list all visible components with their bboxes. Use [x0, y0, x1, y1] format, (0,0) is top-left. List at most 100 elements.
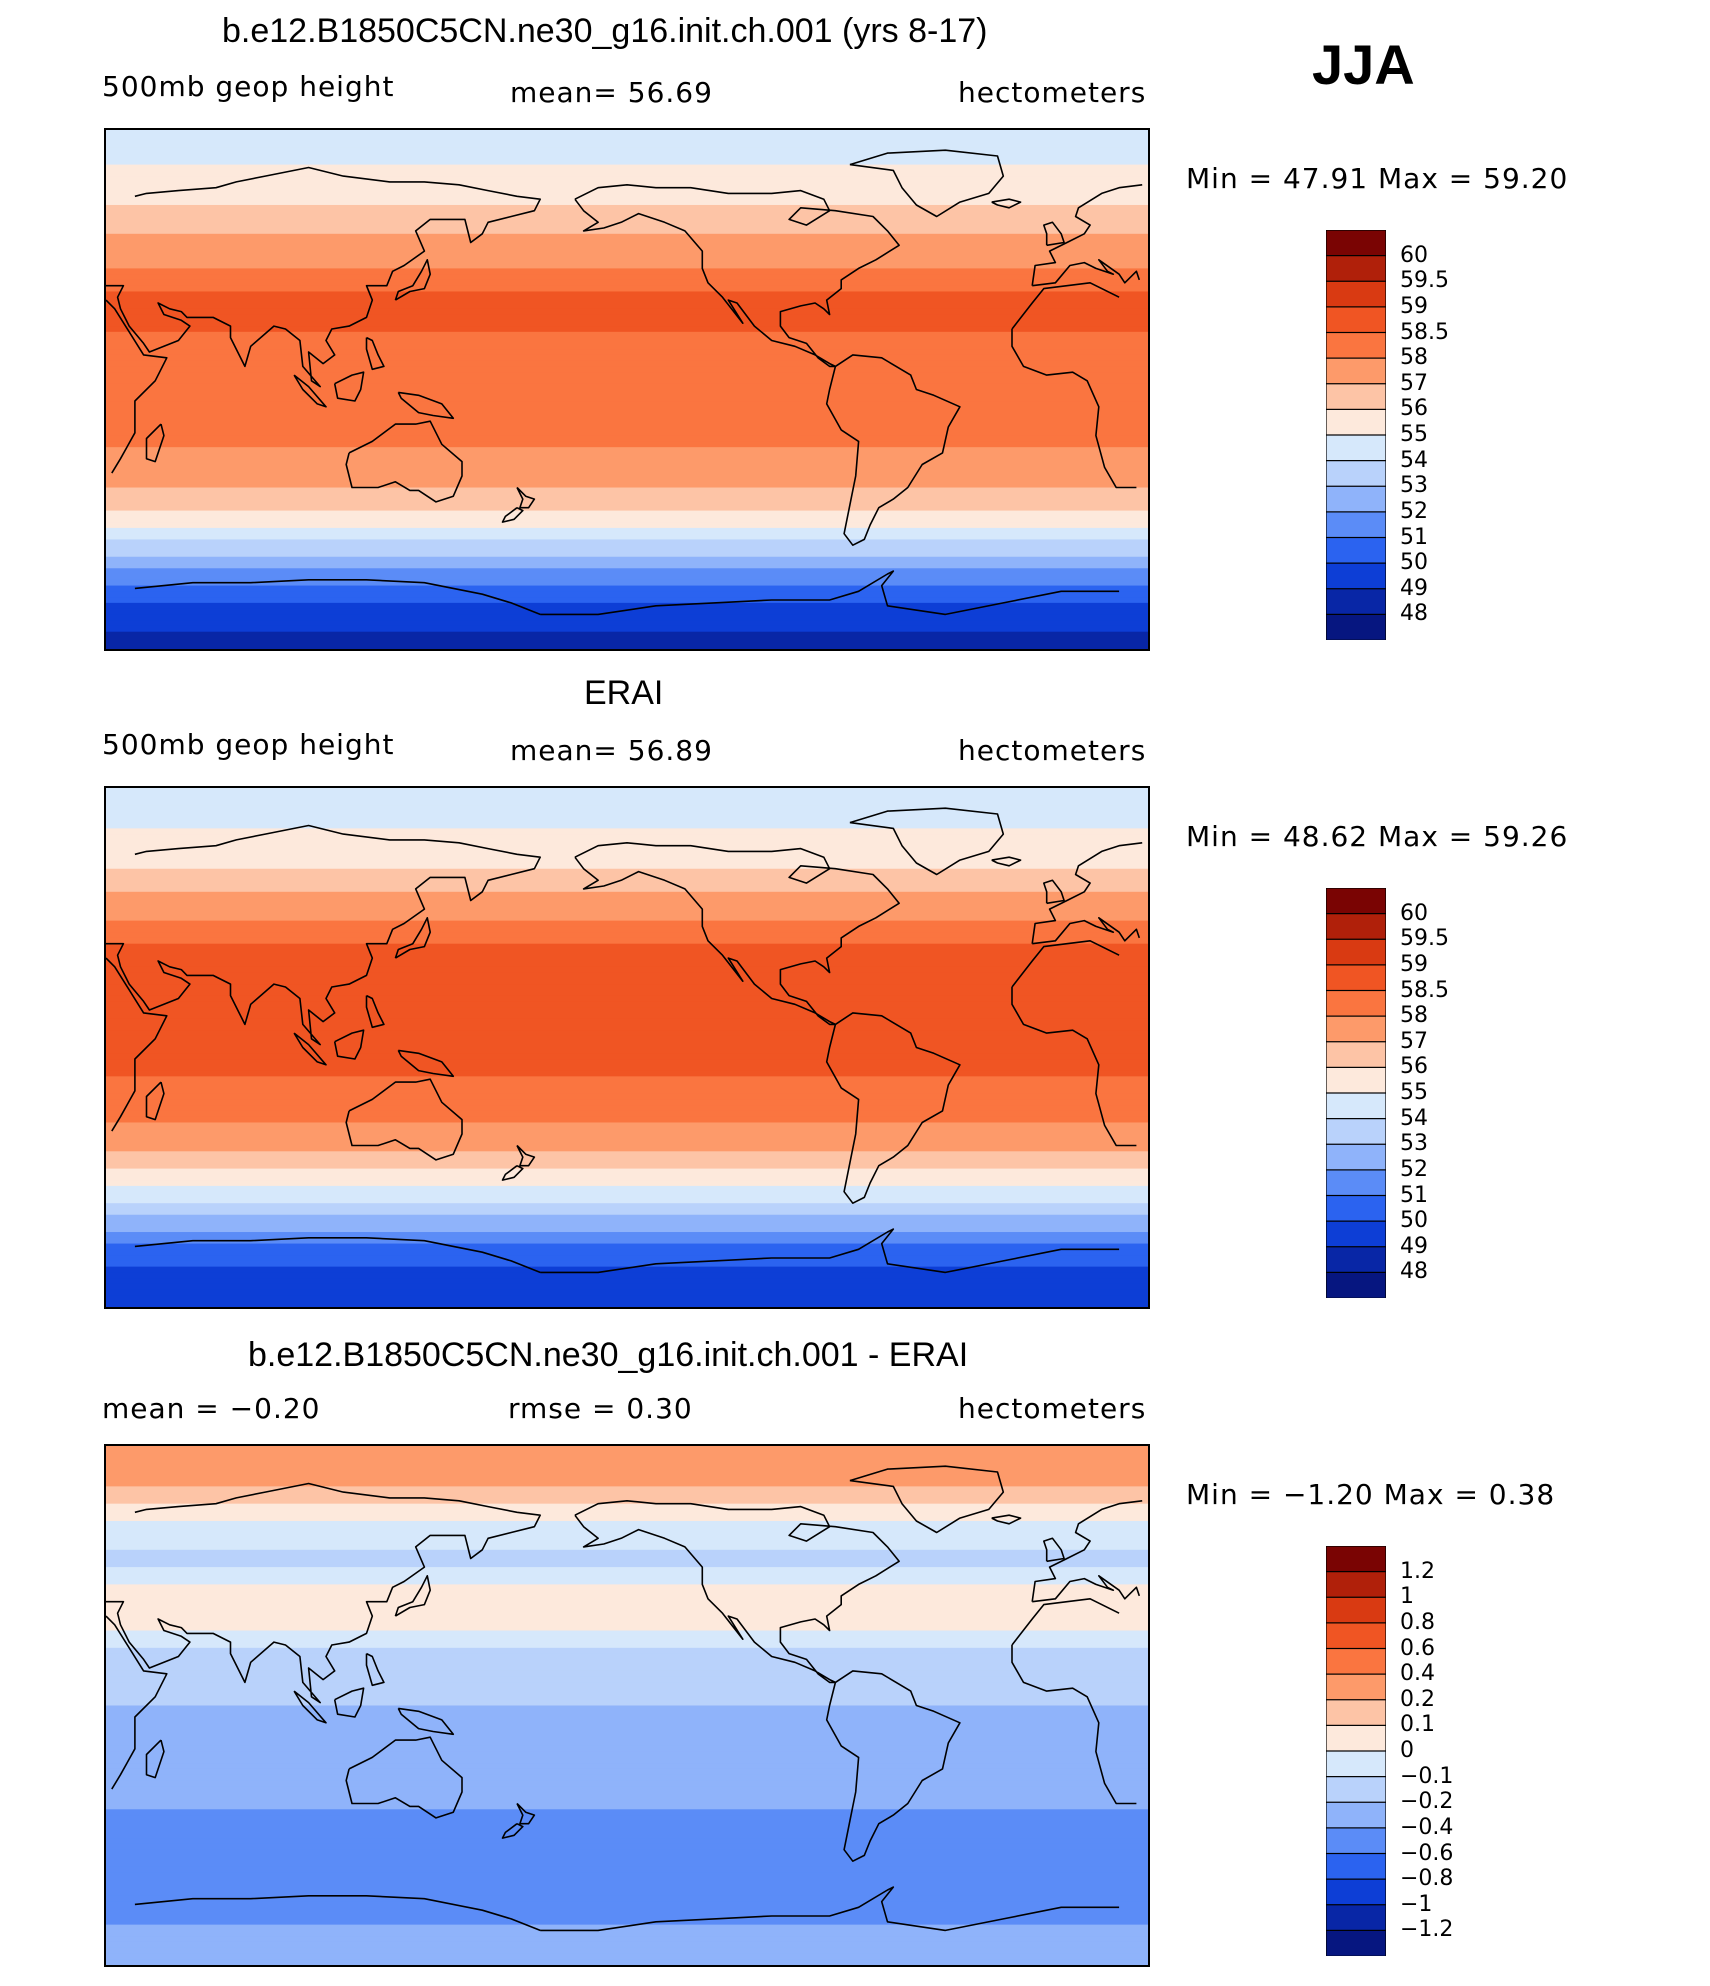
contour-band	[106, 158, 1148, 166]
contour-band	[106, 435, 1148, 442]
coastline	[1043, 879, 1065, 905]
coastline	[397, 1049, 455, 1078]
colorbar-swatch	[1326, 588, 1386, 616]
colorbar-tick-label: 0.4	[1400, 1661, 1435, 1687]
coastline	[825, 354, 961, 546]
contour-band	[106, 303, 1148, 310]
colorbar-swatch	[1326, 1066, 1386, 1094]
colorbar-swatch	[1326, 434, 1386, 462]
coastline	[574, 842, 900, 1026]
contour-band	[106, 562, 1148, 569]
coastline	[849, 149, 1005, 218]
contour-band	[106, 1018, 1148, 1026]
colorbar-tick-label: 59.5	[1400, 268, 1449, 294]
contour-band	[106, 1653, 1148, 1660]
contour-band	[106, 1665, 1148, 1672]
contour-band	[106, 1659, 1148, 1666]
contour-band	[106, 1878, 1148, 1885]
contour-band	[106, 1624, 1148, 1632]
contour-band	[106, 360, 1148, 368]
coastline	[394, 917, 431, 959]
contour-band	[106, 187, 1148, 195]
contour-band	[106, 1007, 1148, 1014]
colorbar-tick-label: −0.4	[1400, 1814, 1454, 1840]
coastline	[394, 259, 431, 301]
coastline	[1043, 221, 1065, 247]
colorbar-tick-label: 0.1	[1400, 1712, 1435, 1738]
contour-band	[106, 1953, 1148, 1960]
colorbar-tick-label: 0	[1400, 1738, 1414, 1763]
contour-band	[106, 1157, 1148, 1164]
contour-band	[106, 1134, 1148, 1141]
colorbar-swatch	[1326, 1546, 1386, 1573]
contour-band	[106, 943, 1148, 951]
colorbar-swatch	[1326, 280, 1386, 308]
contour-band	[106, 984, 1148, 991]
contour-band	[106, 1941, 1148, 1949]
colorbar-swatch	[1326, 1904, 1386, 1932]
contour-band	[106, 989, 1148, 997]
contour-band	[106, 799, 1148, 806]
coastline	[333, 1687, 365, 1718]
coastline	[991, 198, 1022, 209]
contour-band	[106, 429, 1148, 437]
contour-band	[106, 1884, 1148, 1891]
coastline	[134, 1886, 1120, 1932]
coastline	[134, 570, 1120, 616]
contour-band	[106, 1792, 1148, 1799]
colorbar-swatch	[1326, 1724, 1386, 1752]
contour-band	[106, 1607, 1148, 1614]
contour-band	[106, 326, 1148, 333]
contour-band	[106, 424, 1148, 431]
contour-band	[106, 1838, 1148, 1845]
colorbar-tick-label: 58	[1400, 1003, 1428, 1029]
panel3-title: b.e12.B1850C5CN.ne30_g16.init.ch.001 - E…	[248, 1336, 969, 1374]
colorbar-tick-label: 1.2	[1400, 1558, 1435, 1584]
panel2-left-label: 500mb geop height	[102, 728, 395, 761]
contour-band	[106, 1745, 1148, 1753]
colorbar-swatch	[1326, 1015, 1386, 1043]
coastline	[501, 1822, 524, 1839]
contour-band	[106, 447, 1148, 454]
panel3-units-label: hectometers	[958, 1392, 1147, 1425]
contour-band	[106, 845, 1148, 853]
contour-band	[106, 1751, 1148, 1758]
contour-band	[106, 516, 1148, 523]
contour-band	[106, 1185, 1148, 1193]
colorbar-swatch	[1326, 913, 1386, 941]
contour-band	[106, 228, 1148, 235]
contour-band	[106, 550, 1148, 558]
colorbar-tick-label: 57	[1400, 370, 1428, 396]
coastline	[293, 374, 327, 408]
contour-band	[106, 291, 1148, 298]
contour-band	[106, 1116, 1148, 1124]
colorbar-swatch	[1326, 1041, 1386, 1069]
colorbar-swatch	[1326, 1647, 1386, 1676]
contour-band	[106, 204, 1148, 212]
panel1-minmax: Min = 47.91 Max = 59.20	[1186, 162, 1569, 195]
colorbar-tick-label: −0.2	[1400, 1789, 1454, 1815]
contour-band	[106, 1936, 1148, 1943]
contour-band	[106, 464, 1148, 471]
contour-band	[106, 1601, 1148, 1609]
contour-band	[106, 568, 1148, 575]
colorbar-swatch	[1326, 1596, 1386, 1624]
colorbar-tick-label: −0.6	[1400, 1840, 1454, 1866]
contour-band	[106, 1549, 1148, 1557]
colorbar-swatch	[1326, 1827, 1386, 1855]
contour-band	[106, 822, 1148, 829]
contour-band	[106, 1797, 1148, 1805]
coastline	[106, 166, 1143, 388]
contour-band	[106, 1232, 1148, 1239]
panel1-units-label: hectometers	[958, 76, 1147, 109]
contour-band	[106, 1693, 1148, 1701]
panel2-colorbar	[1326, 888, 1386, 1298]
contour-band	[106, 545, 1148, 552]
colorbar-tick-label: 52	[1400, 498, 1428, 524]
colorbar-swatch	[1326, 536, 1386, 565]
contour-band	[106, 412, 1148, 419]
contour-band	[106, 1509, 1148, 1516]
panel2-mean-label: mean= 56.89	[510, 734, 713, 767]
contour-band	[106, 961, 1148, 968]
contour-band	[106, 828, 1148, 835]
